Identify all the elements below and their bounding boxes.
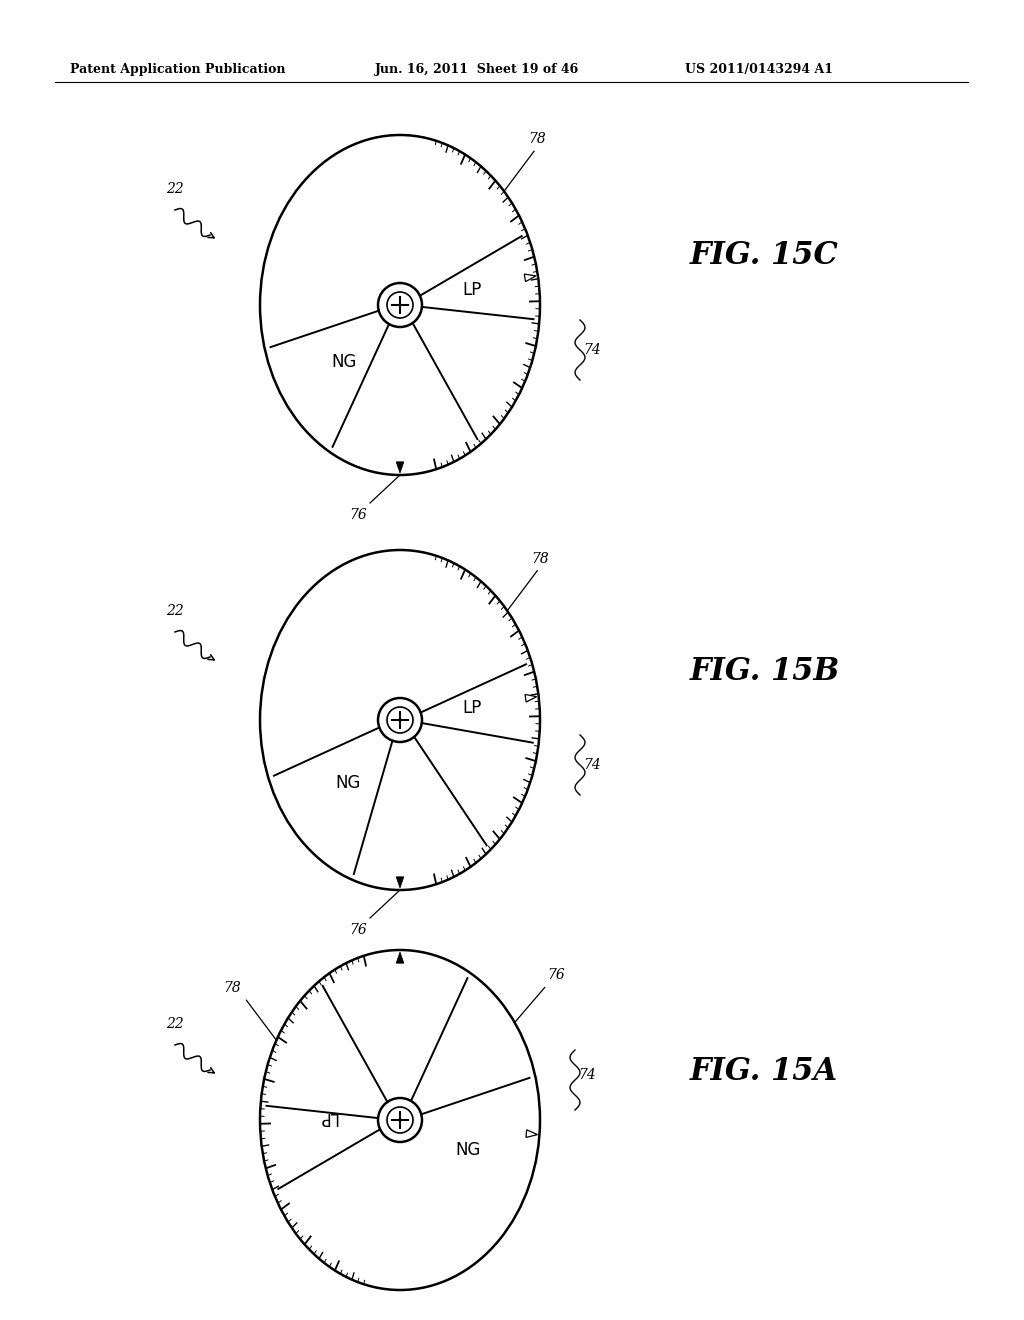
- Circle shape: [387, 708, 413, 733]
- Text: NG: NG: [336, 774, 361, 792]
- Text: 22: 22: [166, 182, 184, 195]
- Text: NG: NG: [456, 1142, 481, 1159]
- Text: LP: LP: [462, 281, 481, 298]
- Text: 78: 78: [528, 132, 546, 147]
- Polygon shape: [526, 1130, 538, 1138]
- Text: 74: 74: [578, 1068, 596, 1082]
- Text: 74: 74: [583, 343, 601, 356]
- Text: 76: 76: [349, 923, 367, 937]
- Text: FIG. 15B: FIG. 15B: [690, 656, 841, 688]
- Text: NG: NG: [332, 352, 357, 371]
- Text: 74: 74: [583, 758, 601, 772]
- Text: Patent Application Publication: Patent Application Publication: [70, 63, 286, 77]
- Text: 76: 76: [349, 508, 367, 521]
- Polygon shape: [525, 694, 537, 702]
- Text: FIG. 15A: FIG. 15A: [690, 1056, 838, 1088]
- Circle shape: [387, 1107, 413, 1133]
- Text: 76: 76: [548, 969, 565, 982]
- Text: FIG. 15C: FIG. 15C: [690, 239, 839, 271]
- Text: LP: LP: [317, 1107, 337, 1126]
- Polygon shape: [524, 275, 536, 281]
- Polygon shape: [396, 952, 403, 964]
- Text: Jun. 16, 2011  Sheet 19 of 46: Jun. 16, 2011 Sheet 19 of 46: [375, 63, 580, 77]
- Text: 22: 22: [166, 605, 184, 618]
- Text: 78: 78: [223, 981, 242, 995]
- Text: 22: 22: [166, 1016, 184, 1031]
- Text: US 2011/0143294 A1: US 2011/0143294 A1: [685, 63, 833, 77]
- Text: LP: LP: [463, 698, 481, 717]
- Polygon shape: [396, 462, 403, 473]
- Polygon shape: [396, 876, 403, 888]
- Circle shape: [387, 292, 413, 318]
- Text: 78: 78: [531, 552, 549, 566]
